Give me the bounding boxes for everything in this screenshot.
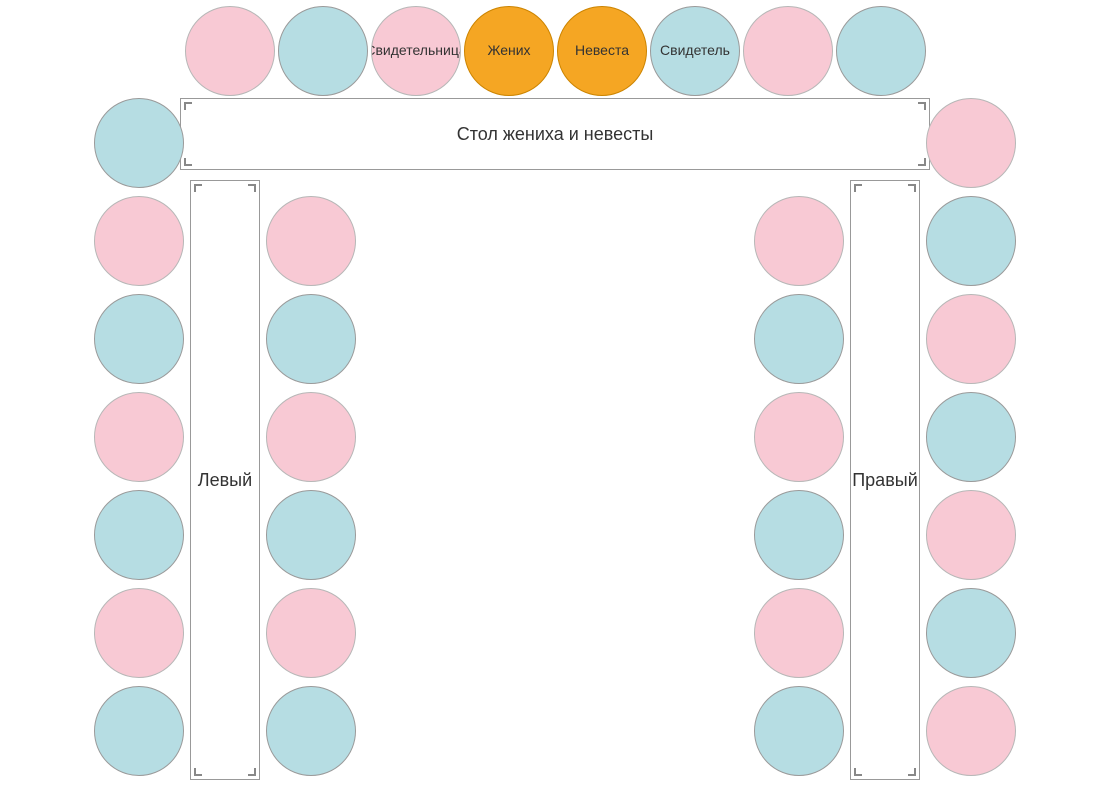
seat-label: Свидетельница: [371, 43, 461, 58]
seat-right_outer-3: [926, 392, 1016, 482]
seat-right_outer-0: [926, 98, 1016, 188]
seat-right_outer-1: [926, 196, 1016, 286]
seat-left_outer-2: [94, 294, 184, 384]
seat-top-1: [278, 6, 368, 96]
seat-right_outer-6: [926, 686, 1016, 776]
seat-label: Свидетель: [658, 43, 732, 58]
seat-top-3: Жених: [464, 6, 554, 96]
seat-left_inner-2: [266, 392, 356, 482]
table-left: Левый: [190, 180, 260, 780]
table-label: Правый: [852, 470, 918, 491]
table-label: Стол жениха и невесты: [457, 124, 654, 145]
seat-left_outer-3: [94, 392, 184, 482]
seat-right_outer-5: [926, 588, 1016, 678]
table-label: Левый: [198, 470, 252, 491]
seat-left_outer-0: [94, 98, 184, 188]
seat-top-4: Невеста: [557, 6, 647, 96]
seat-label: Невеста: [573, 43, 631, 58]
seat-left_outer-6: [94, 686, 184, 776]
seat-left_outer-4: [94, 490, 184, 580]
seat-right_inner-5: [754, 686, 844, 776]
table-right: Правый: [850, 180, 920, 780]
seat-right_outer-4: [926, 490, 1016, 580]
seat-top-2: Свидетельница: [371, 6, 461, 96]
seat-left_inner-1: [266, 294, 356, 384]
table-head: Стол жениха и невесты: [180, 98, 930, 170]
seat-left_inner-0: [266, 196, 356, 286]
seat-left_outer-1: [94, 196, 184, 286]
seat-right_inner-4: [754, 588, 844, 678]
seat-top-5: Свидетель: [650, 6, 740, 96]
seat-left_inner-5: [266, 686, 356, 776]
seat-label: Жених: [485, 43, 532, 58]
seat-right_inner-0: [754, 196, 844, 286]
seat-right_inner-3: [754, 490, 844, 580]
seat-top-6: [743, 6, 833, 96]
seat-left_inner-3: [266, 490, 356, 580]
seat-right_outer-2: [926, 294, 1016, 384]
seat-right_inner-2: [754, 392, 844, 482]
seat-top-7: [836, 6, 926, 96]
seat-top-0: [185, 6, 275, 96]
seat-left_outer-5: [94, 588, 184, 678]
seat-left_inner-4: [266, 588, 356, 678]
seat-right_inner-1: [754, 294, 844, 384]
